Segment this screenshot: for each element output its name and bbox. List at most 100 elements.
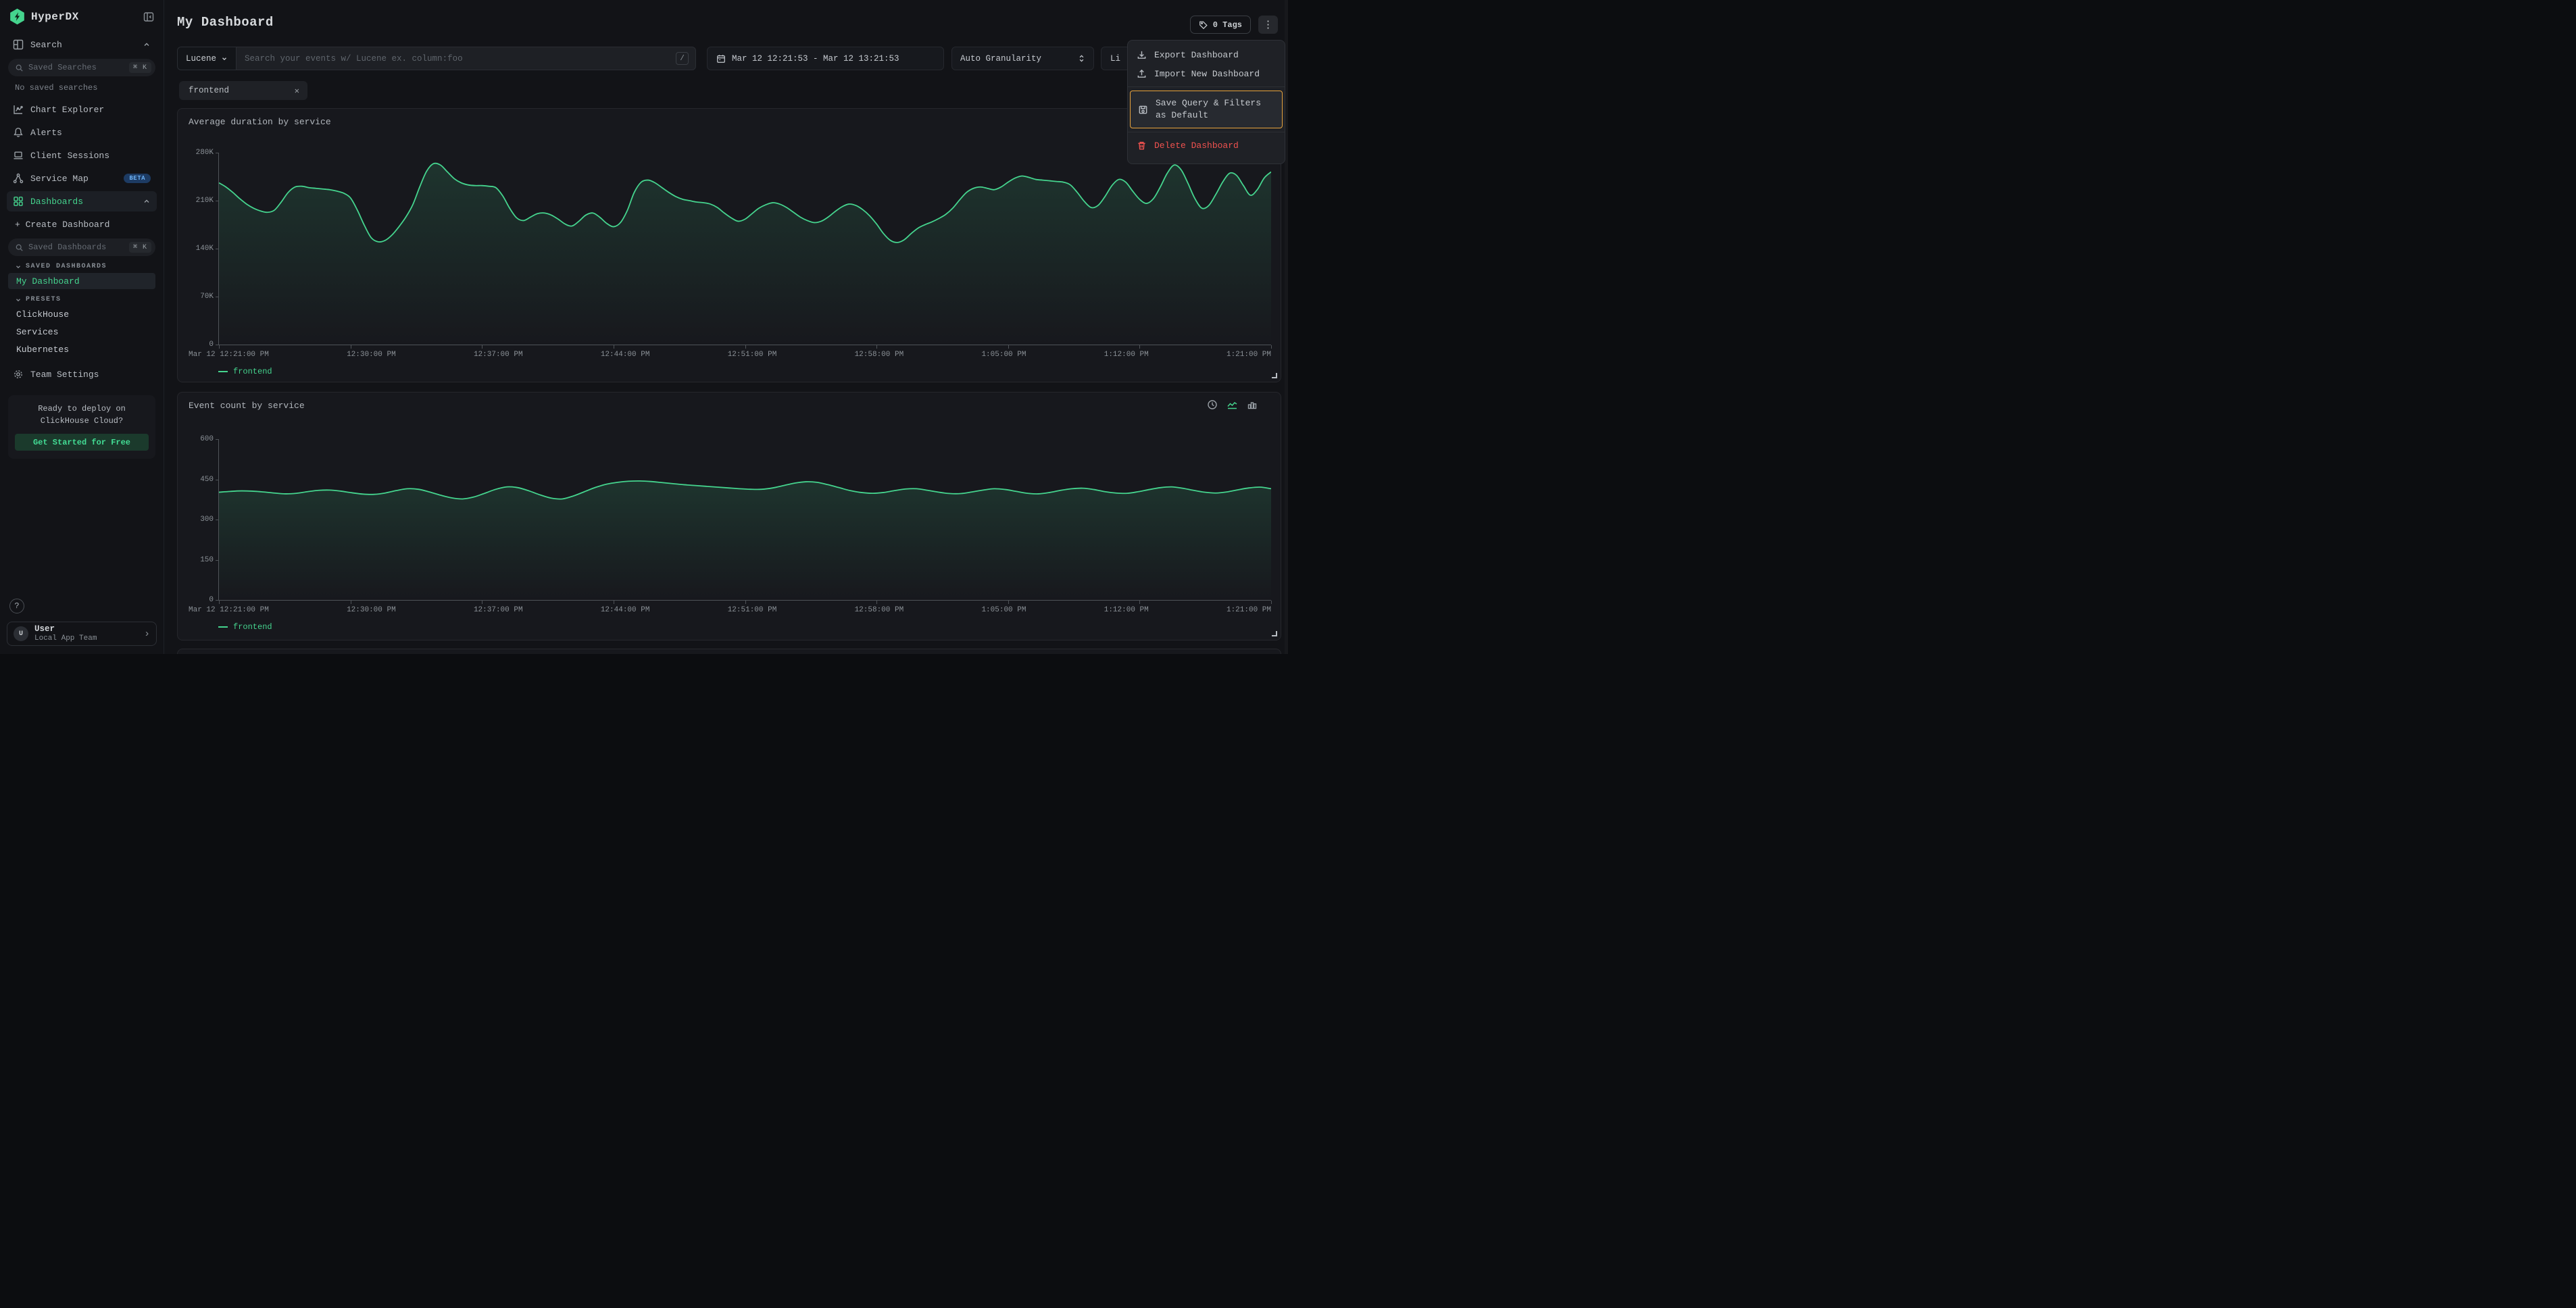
logo-row: HyperDX bbox=[7, 7, 157, 32]
trash-icon bbox=[1137, 141, 1147, 151]
query-language-select[interactable]: Lucene bbox=[178, 47, 237, 70]
filter-row: Lucene Search your events w/ Lucene ex. … bbox=[177, 47, 1281, 70]
panel-resize-handle[interactable] bbox=[1272, 373, 1277, 378]
preset-name: Services bbox=[16, 326, 59, 337]
x-axis-tick-label: 12:51:00 PM bbox=[727, 606, 777, 614]
search-page-icon bbox=[13, 39, 24, 50]
chart-legend[interactable]: frontend bbox=[218, 367, 272, 376]
granularity-select[interactable]: Auto Granularity bbox=[951, 47, 1094, 70]
user-meta: User Local App Team bbox=[34, 624, 138, 643]
x-axis-tick-mark bbox=[1008, 601, 1009, 604]
chart-panel-event-count: Event count by service 600 450 300 150 0 Mar… bbox=[177, 392, 1281, 640]
menu-item-save-default[interactable]: Save Query & Filters as Default bbox=[1130, 91, 1283, 128]
sidebar-item-team-settings[interactable]: Team Settings bbox=[7, 364, 157, 384]
service-map-icon bbox=[13, 173, 24, 184]
chart-panel-avg-duration: Average duration by service 280K 210K 140K… bbox=[177, 108, 1281, 382]
chart-title: Event count by service bbox=[189, 401, 305, 411]
chart-toolbar bbox=[1207, 399, 1258, 410]
section-saved-dashboards[interactable]: SAVED DASHBOARDS bbox=[7, 256, 157, 272]
live-tail-button[interactable]: Li bbox=[1101, 47, 1131, 70]
y-axis-tick-mark bbox=[216, 600, 218, 601]
y-axis-tick-label: 280K bbox=[195, 149, 214, 157]
tags-label: 0 Tags bbox=[1212, 20, 1242, 30]
x-axis-tick-mark bbox=[219, 345, 220, 349]
preset-item-services[interactable]: Services bbox=[8, 324, 155, 340]
preset-name: ClickHouse bbox=[16, 309, 70, 320]
plot-area[interactable]: 600 450 300 150 0 bbox=[200, 435, 1272, 604]
clock-icon[interactable] bbox=[1207, 399, 1218, 410]
hyperdx-logo-icon bbox=[9, 8, 25, 25]
help-button[interactable]: ? bbox=[9, 599, 24, 613]
x-axis-tick-label: 1:12:00 PM bbox=[1104, 606, 1149, 614]
sidebar-item-client-sessions[interactable]: Client Sessions bbox=[7, 145, 157, 166]
saved-dashboard-item-my-dashboard[interactable]: My Dashboard bbox=[8, 273, 155, 289]
bar-chart-icon[interactable] bbox=[1247, 399, 1258, 410]
sidebar-item-alerts[interactable]: Alerts bbox=[7, 122, 157, 143]
avatar: U bbox=[14, 626, 28, 641]
sidebar-item-label: Search bbox=[30, 39, 62, 50]
x-axis-tick-mark bbox=[1008, 345, 1009, 349]
section-label: PRESETS bbox=[26, 296, 61, 303]
saved-searches-input[interactable]: Saved Searches ⌘ K bbox=[8, 59, 155, 76]
y-axis-tick-mark bbox=[216, 439, 218, 440]
preset-name: Kubernetes bbox=[16, 344, 70, 355]
x-axis-tick-label: 12:44:00 PM bbox=[600, 351, 650, 359]
date-range-picker[interactable]: Mar 12 12:21:53 - Mar 12 13:21:53 bbox=[707, 47, 944, 70]
chevron-right-icon: › bbox=[143, 628, 150, 640]
help-icon: ? bbox=[14, 601, 20, 611]
chevron-down-icon bbox=[15, 297, 22, 303]
create-dashboard-button[interactable]: + Create Dashboard bbox=[7, 214, 157, 234]
x-axis-tick-mark bbox=[745, 601, 746, 604]
date-range-value: Mar 12 12:21:53 - Mar 12 13:21:53 bbox=[732, 53, 899, 64]
sidebar-item-dashboards[interactable]: Dashboards bbox=[7, 191, 157, 211]
user-menu[interactable]: U User Local App Team › bbox=[7, 622, 157, 646]
x-axis-tick-label: 12:44:00 PM bbox=[600, 606, 650, 614]
bell-icon bbox=[13, 127, 24, 138]
laptop-icon bbox=[13, 150, 24, 161]
chart-legend[interactable]: frontend bbox=[218, 622, 272, 632]
legend-label: frontend bbox=[233, 622, 272, 632]
saved-dashboards-input[interactable]: Saved Dashboards ⌘ K bbox=[8, 238, 155, 256]
plot-area[interactable]: 280K 210K 140K 70K 0 bbox=[196, 149, 1272, 349]
menu-divider bbox=[1128, 86, 1285, 87]
menu-item-delete-dashboard[interactable]: Delete Dashboard bbox=[1128, 136, 1285, 155]
sidebar-item-label: Chart Explorer bbox=[30, 104, 105, 115]
sidebar-item-label: Alerts bbox=[30, 127, 62, 138]
preset-item-clickhouse[interactable]: ClickHouse bbox=[8, 306, 155, 322]
y-axis-tick-label: 0 bbox=[209, 596, 214, 604]
sidebar-item-service-map[interactable]: Service Map BETA bbox=[7, 168, 157, 188]
chevron-up-icon bbox=[143, 197, 151, 205]
event-search-input[interactable]: Search your events w/ Lucene ex. column:… bbox=[245, 53, 463, 64]
menu-item-label: Export Dashboard bbox=[1154, 49, 1239, 60]
legend-label: frontend bbox=[233, 367, 272, 376]
x-axis-tick-label: 1:21:00 PM bbox=[1226, 351, 1271, 359]
sidebar-collapse-icon[interactable] bbox=[143, 11, 154, 22]
area-chart-icon[interactable] bbox=[1227, 399, 1238, 410]
dashboard-options-menu: Export Dashboard Import New Dashboard Sa… bbox=[1127, 40, 1285, 164]
menu-item-label: Save Query & Filters as Default bbox=[1156, 98, 1262, 120]
user-name: User bbox=[34, 624, 55, 634]
x-axis-tick-label: 12:30:00 PM bbox=[347, 606, 396, 614]
sidebar-item-chart-explorer[interactable]: Chart Explorer bbox=[7, 99, 157, 120]
line-chart bbox=[219, 153, 1271, 345]
legend-swatch bbox=[218, 371, 228, 372]
brand-name: HyperDX bbox=[31, 10, 79, 23]
get-started-button[interactable]: Get Started for Free bbox=[15, 434, 149, 451]
menu-item-export-dashboard[interactable]: Export Dashboard bbox=[1128, 45, 1285, 64]
close-icon[interactable]: ✕ bbox=[294, 86, 299, 96]
x-axis-tick-mark bbox=[1139, 345, 1141, 349]
tags-button[interactable]: 0 Tags bbox=[1189, 16, 1251, 34]
scrollbar[interactable] bbox=[1285, 0, 1288, 654]
sidebar-item-search[interactable]: Search bbox=[7, 34, 157, 55]
y-axis-tick-label: 150 bbox=[200, 555, 214, 564]
panel-resize-handle[interactable] bbox=[1272, 631, 1277, 636]
preset-item-kubernetes[interactable]: Kubernetes bbox=[8, 341, 155, 357]
sidebar-item-label: Service Map bbox=[30, 173, 89, 184]
live-tail-label: Li bbox=[1110, 53, 1121, 64]
menu-item-import-dashboard[interactable]: Import New Dashboard bbox=[1128, 64, 1285, 83]
filter-chip-frontend[interactable]: frontend ✕ bbox=[179, 81, 307, 100]
dashboard-menu-button[interactable]: ⋮ bbox=[1258, 16, 1278, 34]
download-icon bbox=[1137, 50, 1147, 60]
x-axis-tick-label: 12:51:00 PM bbox=[727, 351, 777, 359]
section-presets[interactable]: PRESETS bbox=[7, 289, 157, 305]
